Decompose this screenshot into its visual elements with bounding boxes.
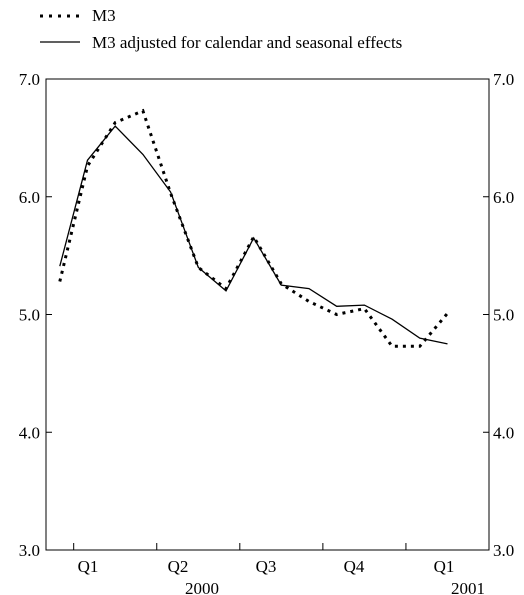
plot-frame	[45, 78, 490, 551]
x-quarter-label: Q2	[168, 557, 189, 576]
y-tick-label-left: 5.0	[19, 306, 40, 325]
legend-label-m3-adjusted: M3 adjusted for calendar and seasonal ef…	[92, 33, 402, 52]
y-tick-label-right: 6.0	[493, 188, 514, 207]
x-quarter-label: Q4	[344, 557, 365, 576]
y-tick-label-left: 7.0	[19, 70, 40, 89]
x-quarter-label: Q1	[434, 557, 455, 576]
y-tick-label-left: 3.0	[19, 541, 40, 560]
x-year-label: 2000	[185, 579, 219, 595]
x-quarter-label: Q3	[256, 557, 277, 576]
series-line-m3	[58, 108, 449, 348]
series-group	[58, 108, 449, 348]
y-tick-label-left: 6.0	[19, 188, 40, 207]
y-tick-label-right: 5.0	[493, 306, 514, 325]
series-line-m3-adjusted	[59, 125, 448, 345]
axes: 3.0 3.0 4.0 4.0 5.0 5.0 6.0 6.0 7.0 7.0 Q1 Q2 2000 Q3…	[19, 70, 515, 595]
y-tick-label-right: 3.0	[493, 541, 514, 560]
legend: M3 M3 adjusted for calendar and seasonal…	[40, 6, 402, 52]
y-tick-label-right: 7.0	[493, 70, 514, 89]
y-tick-label-right: 4.0	[493, 423, 514, 442]
x-quarter-label: Q1	[78, 557, 99, 576]
x-year-label: 2001	[451, 579, 485, 595]
y-tick-label-left: 4.0	[19, 423, 40, 442]
legend-label-m3: M3	[92, 6, 116, 25]
